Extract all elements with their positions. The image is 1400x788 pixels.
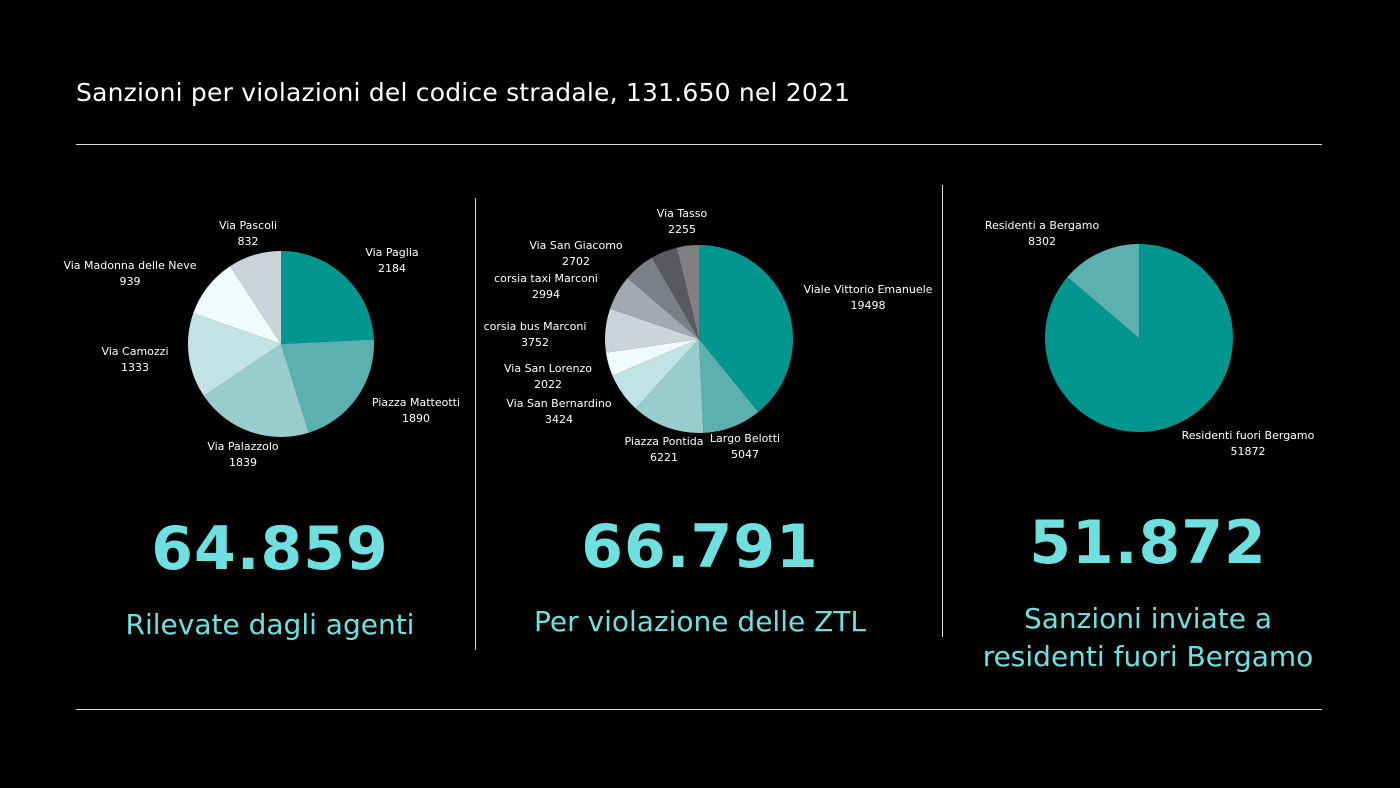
- top-divider: [76, 144, 1322, 145]
- column-divider-right: [942, 185, 943, 637]
- pie-1-label-4: Via San Lorenzo: [504, 362, 592, 375]
- pie-1-slice-6: [610, 278, 699, 339]
- pie-1-slice-8: [651, 247, 699, 339]
- pie-1-value-2: 6221: [650, 451, 678, 464]
- pie-0-value-3: 1333: [121, 361, 149, 374]
- bottom-divider: [76, 709, 1322, 710]
- pie-1-slice-5: [605, 308, 699, 353]
- caption-residenti-line-1: Sanzioni inviate a: [1023, 602, 1272, 635]
- pie-0-label-3: Via Camozzi: [101, 345, 168, 358]
- pie-1-value-5: 3752: [521, 336, 549, 349]
- pie-1-label-1: Largo Belotti: [710, 432, 780, 445]
- pie-0-label-4: Via Madonna delle Neve: [63, 259, 196, 272]
- pie-2-label-1: Residenti a Bergamo: [985, 219, 1100, 232]
- pie-1-value-4: 2022: [534, 378, 562, 391]
- caption-residenti: Sanzioni inviate a residenti fuori Berga…: [948, 600, 1348, 676]
- pie-1-value-1: 5047: [731, 448, 759, 461]
- pie-0-value-0: 2184: [378, 262, 406, 275]
- pie-1-label-0: Viale Vittorio Emanuele: [804, 283, 933, 296]
- pie-0-slice-0: [281, 251, 374, 344]
- pie-2-slice-0: [1044, 244, 1233, 432]
- pie-1-slice-0: [699, 245, 794, 412]
- pie-1-slice-7: [627, 257, 699, 339]
- pie-1-slice-2: [635, 339, 704, 433]
- pie-0-value-1: 1890: [402, 412, 430, 425]
- column-divider-left: [475, 198, 476, 650]
- headline-residenti: 51.872: [1029, 508, 1267, 578]
- pie-0-value-2: 1839: [229, 456, 257, 469]
- pie-0-slice-2: [203, 344, 309, 438]
- pie-0-label-1: Piazza Matteotti: [372, 396, 460, 409]
- pie-1-value-8: 2255: [668, 223, 696, 236]
- pie-0-label-2: Via Palazzolo: [207, 440, 279, 453]
- pie-1-label-5: corsia bus Marconi: [484, 320, 587, 333]
- pie-0-value-4: 939: [120, 275, 141, 288]
- caption-residenti-line-2: residenti fuori Bergamo: [982, 640, 1314, 673]
- pie-1-slice-4: [605, 339, 699, 376]
- pie-0-slice-3: [187, 313, 281, 396]
- pie-0-label-0: Via Paglia: [365, 246, 418, 259]
- pie-2-label-0: Residenti fuori Bergamo: [1182, 429, 1315, 442]
- pie-0-slice-4: [193, 266, 281, 344]
- pie-1-value-0: 19498: [851, 299, 886, 312]
- pie-1-value-6: 2994: [532, 288, 560, 301]
- pie-1-value-3: 3424: [545, 413, 573, 426]
- pie-1-slice-extra: [676, 245, 699, 339]
- pie-2-value-1: 8302: [1028, 235, 1056, 248]
- pie-2-value-0: 51872: [1231, 445, 1266, 458]
- pie-0-slice-5: [230, 251, 281, 344]
- pie-1-slice-1: [699, 339, 759, 433]
- headline-agenti: 64.859: [151, 514, 389, 584]
- pie-0-value-5: 832: [238, 235, 259, 248]
- pie-1-label-2: Piazza Pontida: [624, 435, 703, 448]
- pie-2-slice-1: [1067, 244, 1139, 338]
- pie-0-slice-1: [281, 339, 375, 433]
- pie-1-label-3: Via San Bernardino: [506, 397, 611, 410]
- caption-agenti: Rilevate dagli agenti: [125, 608, 415, 641]
- pie-1-value-7: 2702: [562, 255, 590, 268]
- pie-1-slice-3: [612, 339, 699, 409]
- pie-0-label-5: Via Pascoli: [219, 219, 277, 232]
- page-title: Sanzioni per violazioni del codice strad…: [76, 78, 851, 107]
- pie-1-label-8: Via Tasso: [657, 207, 708, 220]
- caption-ztl: Per violazione delle ZTL: [534, 605, 866, 638]
- pie-1-label-6: corsia taxi Marconi: [494, 272, 598, 285]
- pie-1-label-7: Via San Giacomo: [529, 239, 623, 252]
- headline-ztl: 66.791: [581, 512, 819, 582]
